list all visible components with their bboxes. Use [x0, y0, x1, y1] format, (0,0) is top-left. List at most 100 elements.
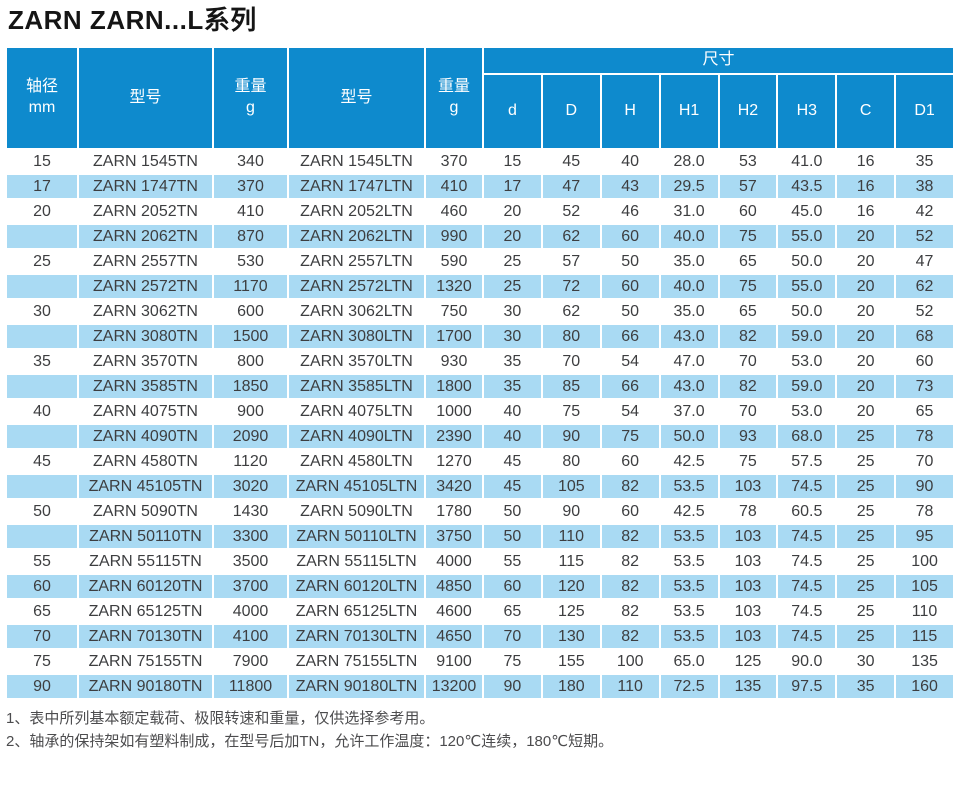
model-ltn-cell: ZARN 2572LTN [287, 273, 426, 300]
dim-h-cell: 82 [599, 623, 661, 650]
model-ltn-cell: ZARN 3570LTN [287, 348, 426, 375]
weight-label: 重量 [234, 78, 267, 96]
dim-c-cell: 20 [835, 223, 897, 250]
dim-h-cell: 50 [599, 248, 661, 275]
dim-h3-cell: 57.5 [776, 448, 838, 475]
model-tn-cell: ZARN 2572TN [77, 273, 214, 300]
dim-h3-cell: 90.0 [776, 648, 838, 675]
dim-h2-cell: 103 [717, 523, 779, 550]
col-header-dim-c: C [835, 73, 897, 150]
model-tn-cell: ZARN 3080TN [77, 323, 214, 350]
dim-d1-cell: 100 [894, 548, 955, 575]
table-row: ZARN 2572TN 1170 ZARN 2572LTN 1320 25 72 60 40.… [5, 273, 955, 300]
col-header-dimensions-group: 尺寸 [482, 46, 955, 75]
dim-h2-cell: 75 [717, 223, 779, 250]
dim-h1-cell: 40.0 [658, 223, 720, 250]
dim-h3-cell: 59.0 [776, 373, 838, 400]
dim-h2-cell: 103 [717, 473, 779, 500]
footnote-2: 2、轴承的保持架如有塑料制成，在型号后加TN，允许工作温度：120℃连续，180… [6, 733, 614, 750]
model-tn-cell: ZARN 60120TN [77, 573, 214, 600]
weight-ltn-cell: 1000 [424, 398, 484, 425]
dimension-header-row: d D H H1 H2 H3 C D1 [6, 73, 955, 150]
model-ltn-cell: ZARN 90180LTN [287, 673, 426, 700]
table-row: 45 ZARN 4580TN 1120 ZARN 4580LTN 1270 45 80 60 4… [5, 448, 955, 475]
dim-c-cell: 25 [835, 523, 897, 550]
dim-c-cell: 20 [835, 298, 897, 325]
dim-d1-cell: 52 [894, 223, 955, 250]
model-tn-cell: ZARN 3062TN [77, 298, 214, 325]
model-ltn-cell: ZARN 60120LTN [287, 573, 426, 600]
dim-d1-cell: 65 [894, 398, 955, 425]
dim-h3-cell: 45.0 [776, 198, 838, 225]
dim-d-cell: 47 [540, 173, 602, 200]
dim-h-cell: 60 [599, 273, 661, 300]
weight-tn-cell: 3300 [212, 523, 289, 550]
dim-d-cell: 30 [482, 323, 543, 350]
weight-tn-cell: 600 [212, 298, 289, 325]
weight-ltn-cell: 9100 [424, 648, 484, 675]
weight-ltn-cell: 370 [424, 148, 484, 175]
dim-d-cell: 60 [482, 573, 543, 600]
weight-ltn-cell: 1270 [424, 448, 484, 475]
shaft-diameter-cell: 60 [5, 573, 79, 600]
model-tn-cell: ZARN 45105TN [77, 473, 214, 500]
shaft-diameter-cell: 90 [5, 673, 79, 700]
dim-c-cell: 25 [835, 473, 897, 500]
model-ltn-cell: ZARN 45105LTN [287, 473, 426, 500]
dim-c-cell: 20 [835, 373, 897, 400]
col-header-dim-h: H [599, 73, 661, 150]
model-tn-cell: ZARN 4580TN [77, 448, 214, 475]
model-tn-cell: ZARN 2052TN [77, 198, 214, 225]
shaft-diameter-cell: 30 [5, 298, 79, 325]
weight-ltn-cell: 2390 [424, 423, 484, 450]
dim-c-cell: 25 [835, 423, 897, 450]
weight-tn-cell: 3500 [212, 548, 289, 575]
footnote-1: 1、表中所列基本额定载荷、极限转速和重量，仅供选择参考用。 [6, 710, 435, 727]
dim-d1-cell: 60 [894, 348, 955, 375]
weight-tn-cell: 340 [212, 148, 289, 175]
table-row: 40 ZARN 4075TN 900 ZARN 4075LTN 1000 40 75 54 37… [5, 398, 955, 425]
dim-d1-cell: 62 [894, 273, 955, 300]
dim-d-cell: 85 [540, 373, 602, 400]
weight-tn-cell: 2090 [212, 423, 289, 450]
dim-h-cell: 46 [599, 198, 661, 225]
table-row: 35 ZARN 3570TN 800 ZARN 3570LTN 930 35 70 54 47.… [5, 348, 955, 375]
dim-d-cell: 155 [540, 648, 602, 675]
dim-h1-cell: 72.5 [658, 673, 720, 700]
dim-h3-cell: 68.0 [776, 423, 838, 450]
shaft-diameter-cell [5, 273, 79, 300]
weight-ltn-cell: 750 [424, 298, 484, 325]
dim-h3-cell: 50.0 [776, 298, 838, 325]
dim-h-cell: 60 [599, 448, 661, 475]
model-ltn-cell: ZARN 1747LTN [287, 173, 426, 200]
table-row: ZARN 45105TN 3020 ZARN 45105LTN 3420 45 105 82… [5, 473, 955, 500]
model-ltn-cell: ZARN 4580LTN [287, 448, 426, 475]
dim-h3-cell: 74.5 [776, 548, 838, 575]
shaft-diameter-cell: 50 [5, 498, 79, 525]
dim-d-cell: 20 [482, 223, 543, 250]
table-header: 轴径 mm 型号 重量 g 型号 重量 g 尺寸 d D H H1 H2 H3 C D1 [5, 46, 955, 150]
dim-h1-cell: 53.5 [658, 573, 720, 600]
dim-h1-cell: 31.0 [658, 198, 720, 225]
shaft-diameter-cell: 75 [5, 648, 79, 675]
dim-d-cell: 115 [540, 548, 602, 575]
table-row: 55 ZARN 55115TN 3500 ZARN 55115LTN 4000 55 115… [5, 548, 955, 575]
weight-tn-cell: 370 [212, 173, 289, 200]
shaft-diameter-cell [5, 473, 79, 500]
dim-d-cell: 35 [482, 348, 543, 375]
dim-h2-cell: 75 [717, 273, 779, 300]
dim-h3-cell: 53.0 [776, 348, 838, 375]
dim-d1-cell: 35 [894, 148, 955, 175]
weight-tn-cell: 1120 [212, 448, 289, 475]
dim-c-cell: 25 [835, 498, 897, 525]
dim-h1-cell: 65.0 [658, 648, 720, 675]
weight-ltn-cell: 1800 [424, 373, 484, 400]
weight-tn-cell: 530 [212, 248, 289, 275]
dim-d-cell: 90 [540, 423, 602, 450]
dim-h-cell: 66 [599, 373, 661, 400]
dim-d-cell: 40 [482, 423, 543, 450]
dim-d-cell: 20 [482, 198, 543, 225]
dim-d-cell: 80 [540, 448, 602, 475]
table-row: 75 ZARN 75155TN 7900 ZARN 75155LTN 9100 75 155… [5, 648, 955, 675]
shaft-diameter-cell: 20 [5, 198, 79, 225]
